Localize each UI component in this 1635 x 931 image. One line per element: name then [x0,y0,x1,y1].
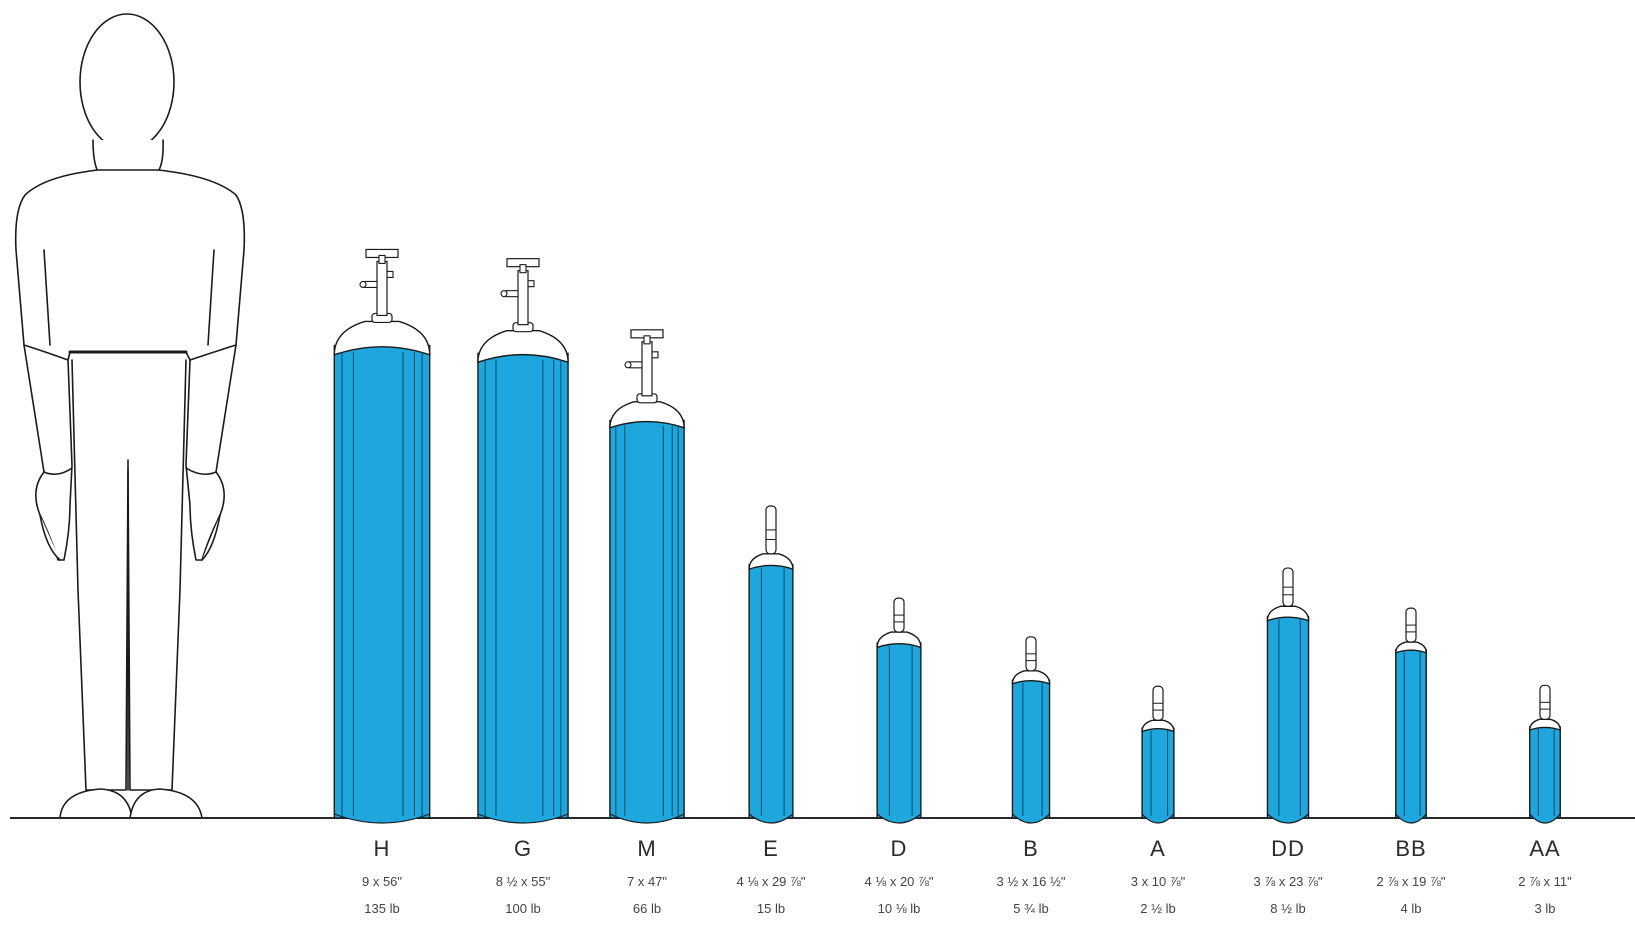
valve-spindle [378,254,386,265]
cylinder-b [1011,636,1051,824]
cylinder-body [748,564,794,819]
valve-spindle [519,264,527,274]
cylinder-dimensions-label: 8 ½ x 55" [495,874,551,889]
standing-person-icon [14,13,246,819]
cylinder-dimensions-label: 3 x 10 ⅞" [1130,874,1186,889]
cylinder-base [609,813,685,824]
cylinder-dimensions-label: 9 x 56" [361,874,403,889]
cylinder-shoulder [609,401,685,429]
cylinder-weight-label: 135 lb [364,901,400,916]
valve-outlet [629,361,643,369]
cylinder-weight-label: 66 lb [632,901,662,916]
cylinder-dimensions-label: 3 ⅞ x 23 ⅞" [1253,874,1323,889]
cylinder-weight-label: 4 lb [1400,901,1422,916]
cylinder-weight-label: 2 ½ lb [1140,901,1176,916]
cylinder-base [1012,813,1050,824]
valve-stem [517,270,529,326]
valve-spindle [643,335,651,345]
cylinder-shoulder [1011,670,1051,685]
valve-port [359,280,367,289]
valve-stem [376,260,388,317]
cylinder-shoulder [1266,605,1310,622]
cylinder-size-label: A [1150,836,1166,861]
cylinder-body [609,419,685,819]
cylinder-dd [1266,567,1310,824]
cylinder-body [1141,727,1175,819]
cylinder-weight-label: 15 lb [756,901,786,916]
cylinder-body [876,642,922,819]
cylinder-e [748,505,794,824]
cylinder-base [876,813,922,824]
cylinder-size-label: M [637,836,657,861]
cylinder-size-label: B [1023,836,1039,861]
valve-port [500,290,508,298]
cylinders-group [333,248,1561,824]
cylinder-base [477,813,569,824]
cylinder-aa [1529,684,1561,824]
cylinder-base [334,813,430,824]
cylinder-size-label: D [890,836,908,861]
cylinder-body [1266,615,1310,819]
cylinder-body [1529,726,1561,819]
valve-outlet [505,290,519,298]
cylinder-m [609,329,685,824]
cylinder-bb [1395,607,1427,824]
cylinder-base [1267,813,1309,824]
cylinder-body [333,344,431,819]
cylinder-weight-label: 3 lb [1534,901,1556,916]
cylinder-size-label: H [373,836,391,861]
cylinder-size-label: DD [1271,836,1305,861]
cylinder-h [333,248,431,824]
cylinder-weight-label: 8 ½ lb [1270,901,1306,916]
cylinder-dimensions-label: 2 ⅞ x 11" [1518,874,1572,889]
cylinder-base [1529,813,1561,824]
valve-nub [652,351,659,359]
cylinder-a [1141,685,1175,824]
valve-stem [641,341,653,397]
cylinder-size-label: E [763,836,779,861]
cylinder-shoulder [333,320,431,356]
cylinder-shoulder [1141,719,1175,733]
cylinder-dimensions-label: 3 ½ x 16 ½" [996,874,1066,889]
cylinder-weight-label: 5 ¾ lb [1013,901,1049,916]
cylinder-weight-label: 10 ⅛ lb [877,901,921,916]
cylinder-shoulder [1395,641,1427,654]
cylinder-dimensions-label: 2 ⅞ x 19 ⅞" [1376,874,1446,889]
cylinder-dimensions-label: 4 ⅛ x 20 ⅞" [864,874,934,889]
cylinder-g [477,258,569,824]
valve-port [624,361,632,369]
cylinder-base [1395,813,1427,824]
valve-nub [528,280,535,288]
cylinder-dimensions-label: 4 ⅛ x 29 ⅞" [736,874,806,889]
valve-nub [387,270,394,279]
cylinder-base [1141,813,1175,824]
cylinder-body [1395,649,1427,819]
cylinder-dimensions-label: 7 x 47" [626,874,668,889]
cylinder-size-label: AA [1529,836,1561,861]
valve-outlet [364,280,378,289]
cylinder-shoulder [876,631,922,649]
cylinder-shoulder [1529,718,1561,731]
cylinder-body [1011,679,1051,819]
cylinder-body [477,352,569,819]
cylinder-size-label: G [513,836,533,861]
cylinder-shoulder [477,329,569,364]
cylinder-d [876,597,922,824]
cylinder-base [748,813,794,824]
cylinder-weight-label: 100 lb [505,901,541,916]
cylinder-size-label: BB [1395,836,1427,861]
cylinder-shoulder [748,553,794,571]
